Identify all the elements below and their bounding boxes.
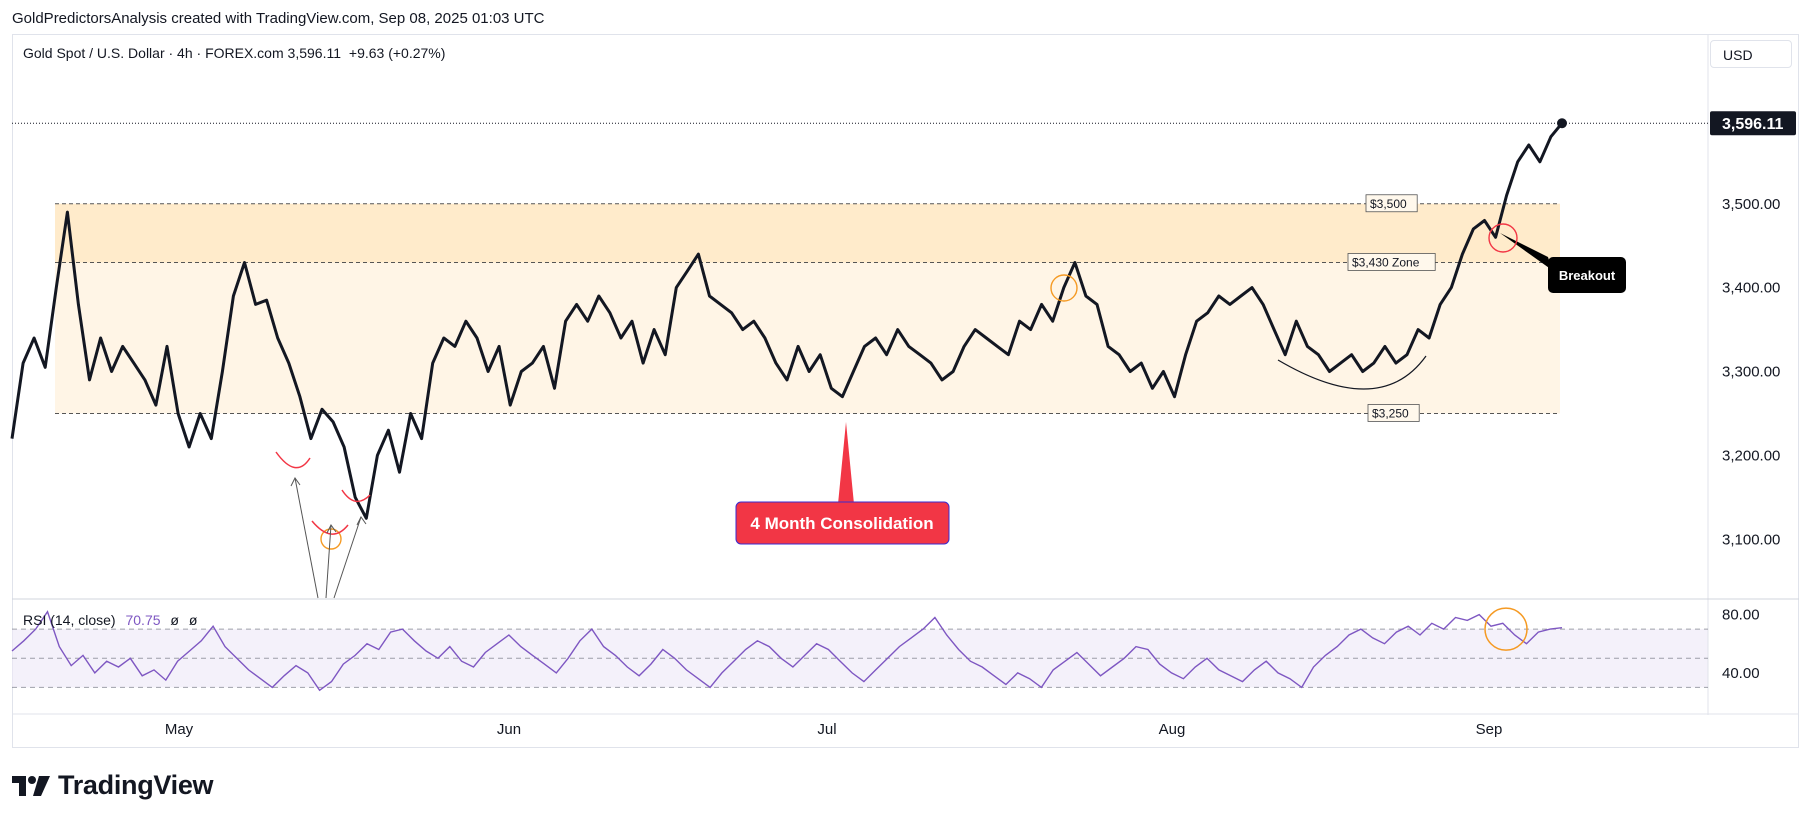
level-label-text: $3,430 Zone — [1352, 255, 1420, 269]
consolidation-text: 4 Month Consolidation — [750, 514, 933, 533]
breakout-text: Breakout — [1559, 268, 1616, 283]
tradingview-logo[interactable]: TradingView — [12, 770, 214, 801]
last-price: 3,596.11 — [287, 45, 341, 61]
fan-arrow-head — [356, 516, 367, 526]
time-tick-label: Aug — [1159, 721, 1186, 738]
price-tick-label: 3,100.00 — [1722, 531, 1780, 548]
level-label-box — [1367, 404, 1420, 422]
symbol-name: Gold Spot / U.S. Dollar · 4h · FOREX.com — [23, 45, 284, 61]
time-tick-label: May — [165, 721, 194, 738]
level-label: $3,430 Zone — [1347, 253, 1436, 271]
level-label-box — [1365, 194, 1418, 213]
tradingview-logo-text: TradingView — [58, 770, 214, 800]
price-layer — [10, 118, 1567, 520]
fan-arrow-line — [294, 477, 319, 599]
price-tick-label: 3,300.00 — [1722, 364, 1780, 381]
breakout-callout: Breakout — [1500, 233, 1626, 293]
time-tick-label: Sep — [1476, 721, 1503, 738]
breakout-box — [1548, 257, 1626, 293]
consolidation-callout: 4 Month Consolidation — [735, 422, 950, 545]
rsi-label: RSI (14, close) — [23, 612, 116, 628]
last-price-tag-text: 3,596.11 — [1722, 116, 1784, 133]
breakout-circle — [1488, 223, 1518, 253]
last-price-dot — [1557, 118, 1567, 129]
currency-selector[interactable]: USD — [1710, 40, 1792, 68]
rsi-legend: RSI (14, close) 70.75 ø ø — [23, 612, 197, 628]
symbol-legend: Gold Spot / U.S. Dollar · 4h · FOREX.com… — [23, 45, 445, 61]
rsi-extra-1: ø — [170, 612, 179, 628]
level-label-text: $3,250 — [1372, 406, 1409, 420]
tradingview-logo-icon — [12, 775, 50, 796]
price-tick-label: 3,400.00 — [1722, 280, 1780, 297]
rsi-overbought-circle — [1484, 607, 1528, 651]
fan-arrow-head — [290, 477, 301, 487]
price-tick-label: 3,500.00 — [1722, 196, 1780, 213]
consolidation-box-label — [735, 501, 950, 545]
low-arc-1 — [275, 451, 311, 469]
rsi-tick-label: 80.00 — [1722, 607, 1760, 624]
chart-frame — [12, 34, 1799, 748]
rsi-series-line — [11, 610, 1563, 692]
time-tick-label: Jul — [817, 721, 836, 738]
price-tick-label: 3,200.00 — [1722, 447, 1780, 464]
price-series-line — [10, 122, 1564, 520]
last-price-tag-box — [1710, 111, 1796, 136]
annotation-layer: 4 Month Consolidation Breakout — [275, 223, 1626, 651]
level-label-box — [1347, 253, 1436, 271]
level-label: $3,250 — [1367, 404, 1420, 422]
price-change: +9.63 (+0.27%) — [348, 45, 446, 61]
last-price-tag: 3,596.11 — [1710, 111, 1796, 136]
level-label-text: $3,500 — [1370, 197, 1407, 211]
resistance-touch-circle — [1050, 274, 1078, 302]
chart-attribution: GoldPredictorsAnalysis created with Trad… — [12, 10, 545, 27]
fan-arrow-head — [326, 524, 337, 534]
fan-arrow-line — [325, 524, 332, 599]
rsi-layer — [11, 610, 1708, 692]
axis-layer: 3,500.00 3,400.00 3,300.00 3,200.00 3,100.00… — [165, 111, 1796, 738]
rsi-tick-label: 40.00 — [1722, 665, 1760, 682]
rsi-extra-2: ø — [188, 612, 198, 628]
time-tick-label: Jun — [497, 721, 521, 738]
low-arc-3 — [341, 489, 371, 503]
resistance-zone — [55, 203, 1560, 263]
zone-layer: $3,500 $3,430 Zone $3,250 — [55, 194, 1560, 422]
level-label: $3,500 — [1365, 194, 1418, 213]
low-arc-2 — [311, 520, 349, 535]
fan-arrow-line — [333, 516, 362, 599]
breakout-pointer — [1500, 233, 1552, 270]
rsi-value: 70.75 — [125, 612, 161, 628]
grid-layer — [12, 34, 1799, 715]
rounding-bottom-arc — [1277, 355, 1427, 390]
